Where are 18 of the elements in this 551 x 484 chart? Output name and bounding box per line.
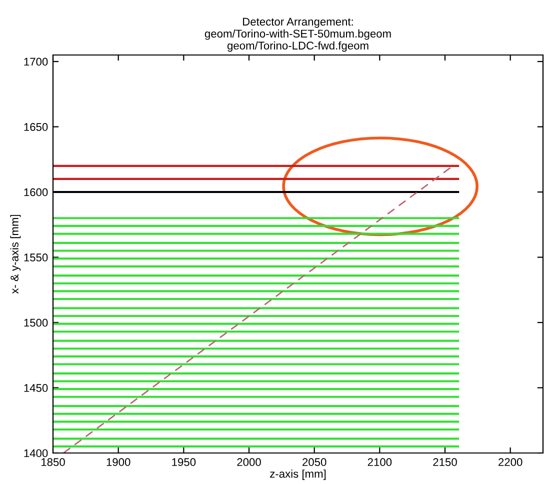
chart-title: Detector Arrangement: geom/Torino-with-SET-50mum.bgeom geom/Torino-LDC-fwd.fgeom — [204, 18, 391, 52]
y-tick-label: 1400 — [24, 449, 48, 458]
x-tick-label: 2000 — [237, 458, 261, 466]
y-tick-label: 1650 — [24, 123, 48, 131]
y-tick-label: 1450 — [24, 384, 48, 392]
x-tick-label: 2200 — [498, 458, 522, 466]
x-tick-label: 2100 — [368, 458, 392, 466]
x-axis-title: z-axis [mm] — [270, 470, 326, 480]
y-tick-label: 1500 — [24, 318, 48, 327]
y-axis-title: x- & y-axis [mm] — [10, 214, 21, 294]
y-tick-label: 1550 — [24, 254, 48, 262]
x-tick-label: 1900 — [106, 458, 130, 466]
y-tick-label: 1700 — [24, 58, 48, 66]
x-tick-label: 2150 — [433, 458, 457, 466]
x-tick-label: 2050 — [302, 458, 326, 466]
x-tick-label: 1950 — [172, 458, 196, 466]
y-tick-label: 1600 — [24, 188, 48, 196]
x-tick-label: 1850 — [41, 458, 65, 466]
